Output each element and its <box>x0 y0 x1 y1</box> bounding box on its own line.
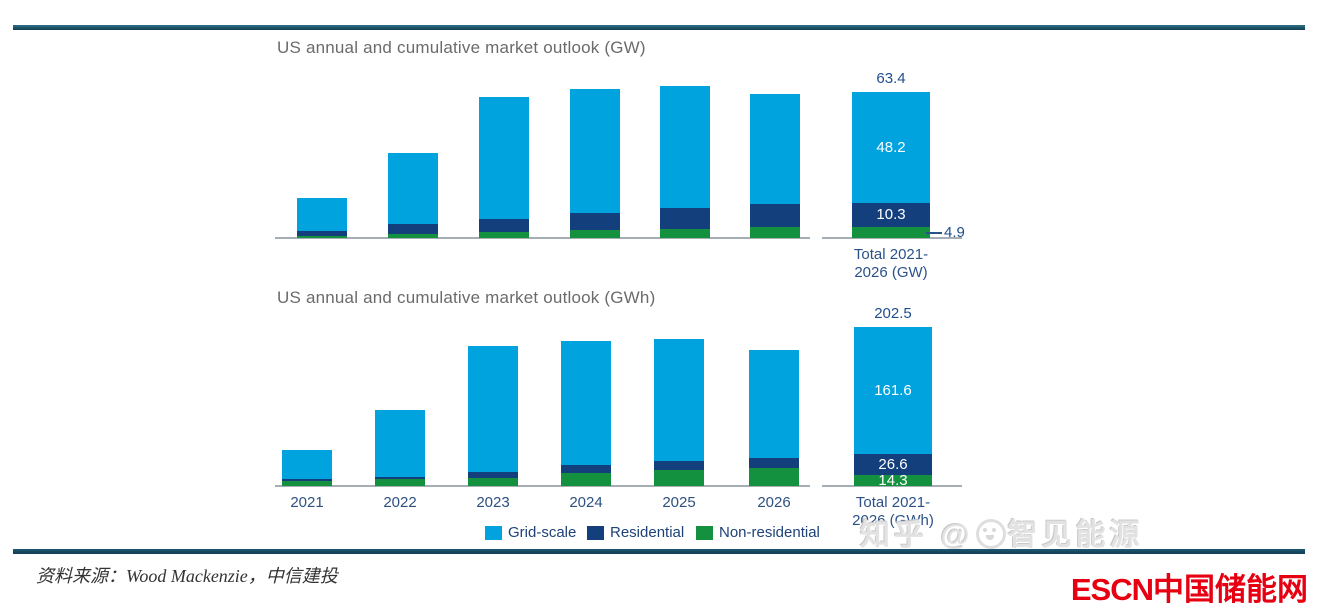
non-residential-value-label: 14.3 <box>878 471 908 489</box>
escn-logo-cjk: 中国储能网 <box>1153 572 1308 607</box>
chart-title-gwh: US annual and cumulative market outlook … <box>277 288 656 307</box>
bar-2026-segment-residential <box>750 204 800 227</box>
source-note: 资料来源：Wood Mackenzie，中信建投 <box>36 566 338 586</box>
total-bar-segment-grid-scale <box>854 327 932 454</box>
bar-2025-segment-non_residential <box>660 229 710 238</box>
watermark-text-left: 知乎 @ <box>860 519 974 552</box>
bar-2021-segment-residential <box>282 479 332 481</box>
bar-2023-segment-grid_scale <box>468 346 518 472</box>
bar-2021-segment-grid_scale <box>282 450 332 479</box>
bar-2023-segment-residential <box>479 219 529 232</box>
axis-line-total <box>822 485 962 487</box>
year-label-2022: 2022 <box>383 494 417 511</box>
bar-2023-segment-non_residential <box>479 232 529 238</box>
total-column-caption-line: Total 2021- <box>855 494 931 511</box>
total-bar-segment-residential <box>854 454 932 475</box>
bar-2021-segment-grid_scale <box>297 198 347 231</box>
legend-label: Non-residential <box>719 524 820 541</box>
year-label-2021: 2021 <box>290 494 324 511</box>
watermark-text-right: 智见能源 <box>1007 519 1144 552</box>
non-residential-value-label: 4.9 <box>944 223 965 241</box>
bar-2023-segment-residential <box>468 472 518 478</box>
bar-2022-segment-grid_scale <box>388 153 438 224</box>
legend-swatch-icon <box>485 526 502 540</box>
legend-label: Residential <box>610 524 685 541</box>
bar-2025-segment-residential <box>654 461 704 470</box>
total-value-label: 63.4 <box>876 70 906 87</box>
bar-2022-segment-residential <box>375 477 425 479</box>
bar-2026-segment-non_residential <box>750 227 800 238</box>
axis-line-total <box>822 237 962 239</box>
bar-2025-segment-grid_scale <box>654 339 704 461</box>
bar-2022-segment-non_residential <box>375 479 425 486</box>
bar-2024-segment-non_residential <box>570 230 620 238</box>
bar-2022-segment-residential <box>388 224 438 234</box>
total-column-caption-line: 2026 (GW) <box>854 264 928 281</box>
chart-title-gw: US annual and cumulative market outlook … <box>277 38 646 57</box>
escn-logo: ESCN中国储能网 <box>1071 564 1308 609</box>
residential-value-label: 10.3 <box>876 206 906 223</box>
bar-2026-segment-grid_scale <box>750 94 800 204</box>
bar-2024-segment-residential <box>570 213 620 230</box>
legend-swatch-icon <box>696 526 713 540</box>
year-label-2025: 2025 <box>662 494 696 511</box>
legend-swatch-icon <box>587 526 604 540</box>
bar-2024-segment-grid_scale <box>570 89 620 213</box>
bar-2021-segment-non_residential <box>297 236 347 238</box>
total-column-caption-line: Total 2021- <box>853 246 929 263</box>
bar-2024-segment-residential <box>561 465 611 473</box>
total-bar-segment-grid-scale <box>852 92 930 203</box>
total-bar-segment-non-residential <box>854 475 932 486</box>
escn-logo-latin: ESCN <box>1070 572 1154 607</box>
axis-line-annual <box>275 485 810 487</box>
bar-2026-segment-non_residential <box>749 468 799 486</box>
bar-2023-segment-non_residential <box>468 478 518 486</box>
top-divider-rule <box>13 25 1305 30</box>
year-label-2023: 2023 <box>476 494 510 511</box>
bar-2021-segment-non_residential <box>282 481 332 486</box>
bar-2024-segment-non_residential <box>561 473 611 486</box>
bar-2026-segment-grid_scale <box>749 350 799 458</box>
zhihu-watermark: 知乎 @ 智见能源 <box>860 510 1144 554</box>
bar-2022-segment-non_residential <box>388 234 438 238</box>
total-bar-segment-non-residential <box>852 227 930 238</box>
bar-2023-segment-grid_scale <box>479 97 529 219</box>
grid-scale-value-label: 161.6 <box>874 381 912 399</box>
total-column-caption: Total 2021- 2026 (GW) <box>821 246 961 282</box>
bar-2022-segment-grid_scale <box>375 410 425 477</box>
residential-value-label: 26.6 <box>878 455 908 473</box>
bar-2025-segment-residential <box>660 208 710 229</box>
total-value-label: 202.5 <box>874 305 912 322</box>
year-label-2026: 2026 <box>757 494 791 511</box>
legend-label: Grid-scale <box>508 524 577 541</box>
total-column-caption-line: 2026 (GWh) <box>852 512 934 529</box>
bar-2026-segment-residential <box>749 458 799 468</box>
bar-2025-segment-grid_scale <box>660 86 710 208</box>
axis-line-annual <box>275 237 810 239</box>
total-column-caption: Total 2021- 2026 (GWh) <box>823 494 963 530</box>
bar-2024-segment-grid_scale <box>561 341 611 465</box>
non-residential-callout-dash <box>926 231 942 234</box>
year-label-2024: 2024 <box>569 494 603 511</box>
bar-2025-segment-non_residential <box>654 470 704 486</box>
total-bar-segment-residential <box>852 203 930 227</box>
bar-2021-segment-residential <box>297 231 347 236</box>
smiley-face-icon <box>975 519 1006 549</box>
grid-scale-value-label: 48.2 <box>876 138 906 156</box>
bottom-divider-rule <box>13 549 1305 554</box>
